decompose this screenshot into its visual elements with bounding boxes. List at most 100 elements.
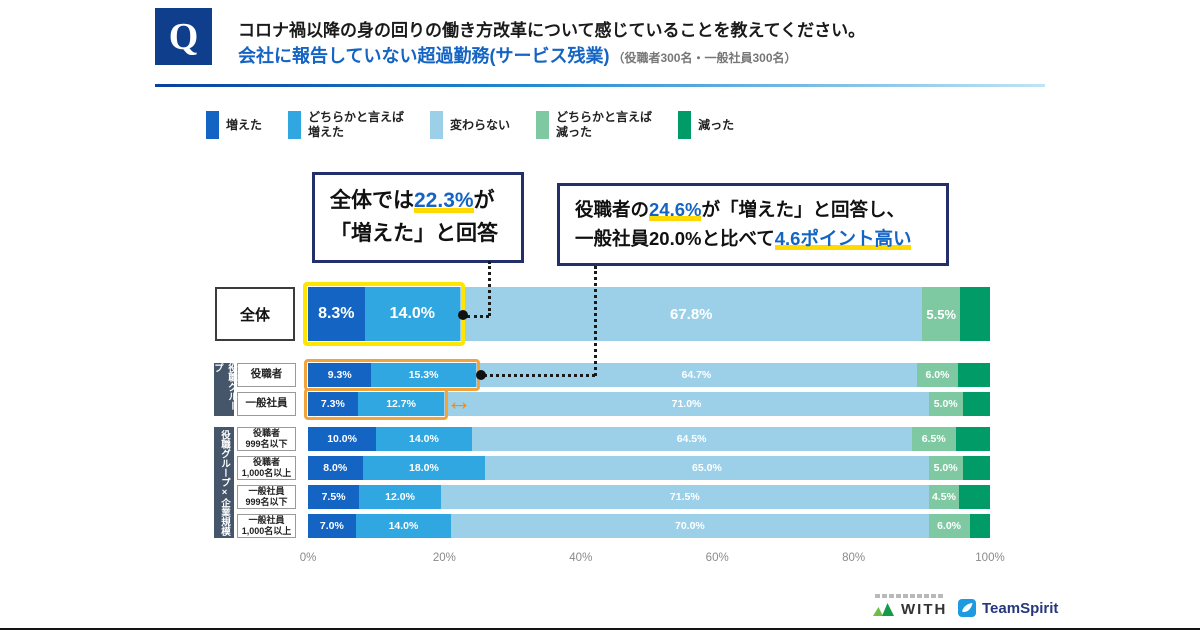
teamspirit-logo-text: TeamSpirit [982,599,1059,617]
x-axis-tick: 0% [299,552,317,564]
bar-segment-value: 6.5% [921,433,946,445]
bar-segment: 6.0% [928,514,970,538]
legend-swatch [206,111,219,139]
bar-segment-value: 15.3% [408,369,439,381]
question-badge: Q [155,8,212,65]
connector-comparison-vertical [594,266,597,376]
bar-segment [962,392,990,416]
bar-segment-value: 8.0% [323,462,348,474]
legend-label: 減った [698,117,735,132]
bar-segment: 12.0% [359,485,441,509]
subtitle-note: （役職者300名・一般社員300名） [612,51,797,65]
legend: 増えた どちらかと言えば 増えた 変わらない どちらかと言えば 減った 減った [206,110,734,140]
callout-comparison-line1: 役職者の24.6%が「増えた」と回答し、 [575,199,905,221]
row-label: 役職者 1,000名以上 [237,456,296,480]
with-logo: WITH [872,594,947,618]
bar-segment: 5.5% [922,287,960,341]
connector-comparison-dot [476,370,486,380]
bar-segment-value: 12.7% [386,398,416,410]
bar-segment: 67.8% [460,287,923,341]
bar-segment-value: 6.0% [937,520,962,532]
bar-segment-value: 9.3% [327,369,352,381]
bar-segment-value: 8.3% [318,305,355,322]
question-title: コロナ禍以降の身の回りの働き方改革について感じていることを教えてください。 [238,21,866,40]
legend-item: どちらかと言えば 増えた [288,110,404,140]
legend-swatch [430,111,444,139]
bar-segment: 8.0% [308,456,363,480]
legend-item: 増えた [206,111,262,139]
connector-overall-horizontal [467,315,489,318]
bar-segment-value: 7.3% [320,398,345,410]
bar-segment: 6.5% [911,427,956,451]
bar-segment: 14.0% [364,287,461,341]
bar-segment [962,456,990,480]
bar-segment: 18.0% [362,456,486,480]
bar-segment-value: 5.0% [933,462,958,474]
bar-row-5: 7.5% 12.0% 71.5% 4.5% [308,485,990,509]
bar-segment-value: 7.0% [319,520,344,532]
header-divider [155,84,1045,87]
connector-overall-dot [458,310,468,320]
bar-segment: 15.3% [371,363,476,387]
subtitle-text: 会社に報告していない超過勤務(サービス残業) [238,46,610,66]
bar-segment-value: 14.0% [389,305,436,322]
row-group-label: 役職グループ×企業規模 [214,427,234,538]
legend-swatch [678,111,692,139]
bar-row-2: 7.3% 12.7% 71.0% 5.0% [308,392,990,416]
row-label: 全体 [215,287,295,341]
row-label: 役職者 999名以下 [237,427,296,451]
bar-segment: 14.0% [355,514,452,538]
bar-segment: 71.0% [444,392,929,416]
legend-item: 減った [678,111,734,139]
highlight-box [304,388,449,420]
bar-row-3: 10.0% 14.0% 64.5% 6.5% [308,427,990,451]
connector-overall-vertical [488,261,491,316]
bar-segment [957,363,990,387]
row-label: 一般社員 1,000名以上 [237,514,296,538]
bar-segment: 5.0% [928,456,963,480]
bar-segment-value: 5.0% [933,398,958,410]
legend-item: 変わらない [430,111,510,139]
bar-segment-value: 67.8% [669,305,713,323]
bottom-border [0,628,1200,630]
bar-segment: 7.3% [308,392,358,416]
bar-segment-value: 64.7% [681,369,712,381]
x-axis-tick: 80% [842,552,866,564]
bar-segment [959,287,990,341]
bar-segment-value: 12.0% [385,491,415,503]
bar-segment [969,514,990,538]
bar-segment-value: 71.5% [669,491,700,503]
highlighted-value: 4.6ポイント高い [774,227,912,250]
bar-segment-value: 70.0% [675,520,705,532]
bar-row-0: 8.3% 14.0% 67.8% 5.5% [308,287,990,341]
bar-row-1: 9.3% 15.3% 64.7% 6.0% [308,363,990,387]
x-axis-tick: 20% [432,552,456,564]
bar-segment-value: 7.5% [321,491,346,503]
callout-overall-line2: 「増えた」と回答 [330,221,498,245]
bar-segment-value: 4.5% [931,491,956,503]
bar-segment-value: 14.0% [388,520,419,532]
bar-segment: 7.0% [308,514,356,538]
bar-segment: 71.5% [440,485,929,509]
x-axis-tick: 40% [569,552,593,564]
bar-segment-value: 14.0% [409,433,439,445]
bar-segment-value: 6.0% [925,369,950,381]
bar-segment: 10.0% [308,427,377,451]
bar-segment: 14.0% [376,427,472,451]
legend-label: 変わらない [450,117,511,132]
bar-segment: 12.7% [357,392,445,416]
bar-row-6: 7.0% 14.0% 70.0% 6.0% [308,514,990,538]
row-group-label: 役職グループ [212,363,237,416]
difference-arrow-icon: ↔ [446,386,472,416]
callout-comparison: 役職者の24.6%が「増えた」と回答し、 一般社員20.0%と比べて4.6ポイン… [557,183,949,267]
teamspirit-logo: TeamSpirit [958,599,1058,617]
bar-segment: 70.0% [451,514,929,538]
bar-segment: 5.0% [928,392,963,416]
legend-swatch [288,111,302,139]
bar-segment-value: 71.0% [671,398,702,410]
bar-segment-value: 64.5% [676,433,707,445]
legend-label: どちらかと言えば 増えた [308,110,405,139]
bar-segment: 65.0% [485,456,929,480]
